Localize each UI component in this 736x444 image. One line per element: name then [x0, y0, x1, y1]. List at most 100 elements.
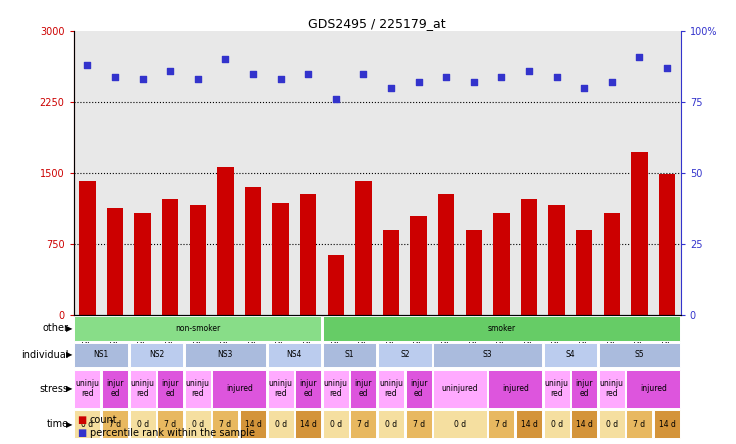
Text: 14 d: 14 d [659, 420, 676, 429]
Point [137, 76, 149, 83]
Text: 0 d: 0 d [192, 420, 204, 429]
Text: S3: S3 [483, 350, 492, 360]
Text: injur
ed: injur ed [106, 379, 124, 398]
Text: ▶: ▶ [66, 384, 72, 393]
Text: uninju
red: uninju red [75, 379, 99, 398]
Bar [74, 370, 100, 408]
Bar [323, 343, 376, 367]
Bar [74, 316, 321, 341]
Bar [130, 410, 155, 438]
Bar [599, 343, 680, 367]
Bar [217, 167, 234, 315]
Bar [544, 343, 597, 367]
Point [330, 96, 342, 103]
Point [275, 76, 286, 83]
Bar [162, 199, 179, 315]
Bar [185, 370, 210, 408]
Bar [406, 410, 431, 438]
Bar [74, 410, 100, 438]
Text: injur
ed: injur ed [300, 379, 317, 398]
Bar [489, 410, 514, 438]
Bar [272, 203, 289, 315]
Bar [599, 410, 625, 438]
Bar [107, 208, 124, 315]
Point [358, 70, 369, 77]
Text: 14 d: 14 d [576, 420, 592, 429]
Bar [355, 181, 372, 315]
Text: stress: stress [40, 384, 68, 394]
Text: ▶: ▶ [66, 324, 72, 333]
Point [634, 53, 645, 60]
Text: 0 d: 0 d [454, 420, 466, 429]
Text: injur
ed: injur ed [576, 379, 593, 398]
Point [109, 73, 121, 80]
Text: S5: S5 [634, 350, 644, 360]
Bar [244, 187, 261, 315]
Text: S4: S4 [565, 350, 576, 360]
Text: injured: injured [226, 384, 252, 393]
Bar [544, 410, 570, 438]
Text: injured: injured [640, 384, 667, 393]
Point [192, 76, 204, 83]
Bar [406, 370, 431, 408]
Bar [102, 410, 128, 438]
Text: 0 d: 0 d [385, 420, 397, 429]
Text: percentile rank within the sample: percentile rank within the sample [90, 428, 255, 438]
Text: 0 d: 0 d [137, 420, 149, 429]
Bar [493, 213, 509, 315]
Text: time: time [46, 420, 68, 429]
Text: injur
ed: injur ed [355, 379, 372, 398]
Bar [295, 410, 321, 438]
Bar [185, 410, 210, 438]
Text: NS2: NS2 [149, 350, 164, 360]
Bar [516, 410, 542, 438]
Bar [626, 410, 652, 438]
Text: 7 d: 7 d [109, 420, 121, 429]
Text: 0 d: 0 d [275, 420, 286, 429]
Text: smoker: smoker [487, 324, 515, 333]
Text: ■: ■ [77, 428, 87, 438]
Text: 0 d: 0 d [82, 420, 93, 429]
Bar [438, 194, 454, 315]
Point [82, 62, 93, 69]
Point [413, 79, 425, 86]
Bar [323, 410, 349, 438]
Text: injur
ed: injur ed [161, 379, 179, 398]
Text: count: count [90, 415, 118, 424]
Text: uninju
red: uninju red [545, 379, 569, 398]
Text: uninjured: uninjured [442, 384, 478, 393]
Text: individual: individual [21, 350, 68, 360]
Point [440, 73, 452, 80]
Text: 14 d: 14 d [244, 420, 261, 429]
Bar [631, 152, 648, 315]
Text: 0 d: 0 d [606, 420, 618, 429]
Bar [130, 343, 183, 367]
Bar [378, 370, 404, 408]
Bar [434, 370, 486, 408]
Text: 0 d: 0 d [551, 420, 562, 429]
Text: NS3: NS3 [218, 350, 233, 360]
Bar [240, 410, 266, 438]
Text: injured: injured [502, 384, 528, 393]
Bar [576, 230, 592, 315]
Bar [190, 205, 206, 315]
Point [661, 64, 673, 71]
Bar [79, 181, 96, 315]
Text: NS1: NS1 [93, 350, 109, 360]
Bar [350, 370, 376, 408]
Bar [323, 316, 680, 341]
Text: uninju
red: uninju red [130, 379, 155, 398]
Bar [213, 410, 238, 438]
Bar [130, 370, 155, 408]
Bar [328, 254, 344, 315]
Text: S2: S2 [400, 350, 409, 360]
Bar [571, 370, 597, 408]
Bar [378, 410, 404, 438]
Text: uninju
red: uninju red [269, 379, 293, 398]
Bar [571, 410, 597, 438]
Point [385, 84, 397, 91]
Text: 0 d: 0 d [330, 420, 342, 429]
Bar [489, 370, 542, 408]
Bar [383, 230, 399, 315]
Text: non-smoker: non-smoker [175, 324, 220, 333]
